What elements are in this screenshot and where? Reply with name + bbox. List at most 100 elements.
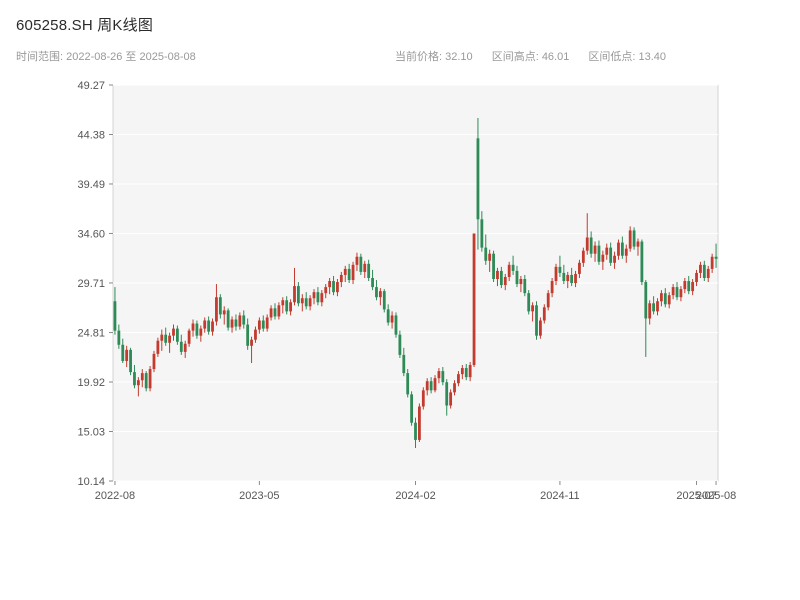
candle-body (546, 293, 550, 308)
y-tick-label: 49.27 (77, 80, 105, 92)
candle-body (644, 282, 648, 319)
candle-body (663, 293, 667, 305)
candle-body (585, 237, 589, 251)
candle-body (710, 256, 714, 269)
x-tick-label: 2024-11 (540, 490, 580, 502)
candle-body (250, 339, 253, 346)
candle-body (660, 293, 663, 302)
candle-body (254, 329, 257, 340)
candle-body (297, 286, 300, 304)
candle-body (648, 303, 652, 319)
candle-body (445, 382, 449, 406)
candle-body (460, 368, 464, 375)
candle-body (449, 392, 453, 406)
candle-body (652, 303, 655, 312)
candle-body (148, 369, 152, 389)
candle-body (371, 277, 374, 288)
candle-body (328, 281, 332, 288)
candle-body (418, 406, 421, 440)
current-price-label: 当前价格: 32.10 (395, 51, 473, 63)
candle-body (593, 245, 597, 254)
y-tick-label: 10.14 (77, 476, 105, 488)
candle-body (597, 245, 601, 262)
candle-body (187, 330, 191, 344)
candle-body (234, 319, 238, 327)
candle-body (628, 230, 632, 249)
x-tick-label: 2022-08 (95, 490, 135, 502)
candle-body (620, 242, 624, 256)
candle-body (339, 274, 343, 283)
candle-body (269, 308, 273, 318)
candle-body (566, 274, 570, 282)
candle-body (511, 264, 515, 271)
candle-body (640, 241, 644, 283)
candle-body (425, 381, 429, 391)
candle-body (581, 250, 585, 263)
y-tick-label: 19.92 (77, 377, 105, 389)
candle-body (472, 233, 476, 366)
candle-body (398, 334, 402, 355)
candle-body (441, 371, 445, 383)
candle-body (656, 301, 659, 312)
candle-body (156, 340, 160, 354)
candle-body (168, 335, 171, 343)
candle-body (706, 268, 710, 278)
candle-body (382, 291, 386, 310)
candle-body (402, 354, 406, 374)
candle-body (429, 381, 433, 391)
candle-body (507, 264, 511, 277)
candle-body (172, 328, 175, 336)
candle-body (211, 321, 214, 332)
candle-body (300, 298, 304, 304)
candle-body (691, 282, 695, 292)
candle-body (457, 374, 460, 384)
candle-body (578, 262, 581, 274)
candle-body (144, 373, 148, 389)
candle-body (230, 319, 234, 328)
candle-body (343, 268, 347, 275)
candle-body (324, 287, 328, 294)
candle-body (558, 266, 562, 273)
candle-body (273, 308, 277, 317)
y-tick-label: 39.49 (77, 179, 105, 191)
candle-body (203, 320, 207, 329)
range-high-label: 区间高点: 46.01 (491, 51, 570, 63)
x-tick-label: 2025-08 (696, 490, 736, 502)
y-tick-label: 44.38 (77, 129, 105, 141)
candle-body (562, 272, 566, 282)
candle-body (246, 324, 250, 346)
candle-body (265, 317, 269, 329)
candle-body (226, 310, 230, 328)
candle-body (113, 301, 117, 331)
y-tick-label: 29.71 (77, 278, 105, 290)
candle-body (484, 247, 488, 261)
candle-body (714, 256, 718, 259)
candle-body (320, 293, 324, 303)
candle-body (277, 305, 281, 317)
candle-body (589, 237, 593, 254)
subtitle-row: 时间范围: 2022-08-26 至 2025-08-08 当前价格: 32.1… (0, 48, 800, 64)
candle-body (683, 281, 687, 290)
candle-body (304, 298, 308, 307)
candle-body (632, 230, 636, 247)
candle-body (207, 320, 211, 332)
candle-body (554, 266, 558, 282)
candle-body (367, 263, 371, 278)
candle-body (316, 292, 320, 303)
candle-body (624, 248, 628, 256)
date-range-label: 时间范围: 2022-08-26 至 2025-08-08 (16, 51, 196, 63)
candle-body (160, 334, 164, 341)
x-tick-label: 2023-05 (239, 490, 279, 502)
candle-body (332, 281, 335, 293)
candle-body (183, 343, 187, 352)
candle-body (609, 247, 613, 263)
candle-body (496, 270, 499, 280)
candle-body (386, 309, 390, 323)
candle-body (121, 344, 125, 361)
candle-body (133, 372, 136, 386)
candle-body (667, 295, 671, 305)
candle-body (617, 242, 620, 256)
y-tick-label: 24.81 (77, 328, 105, 340)
candle-body (492, 253, 495, 280)
candle-body (351, 264, 355, 281)
